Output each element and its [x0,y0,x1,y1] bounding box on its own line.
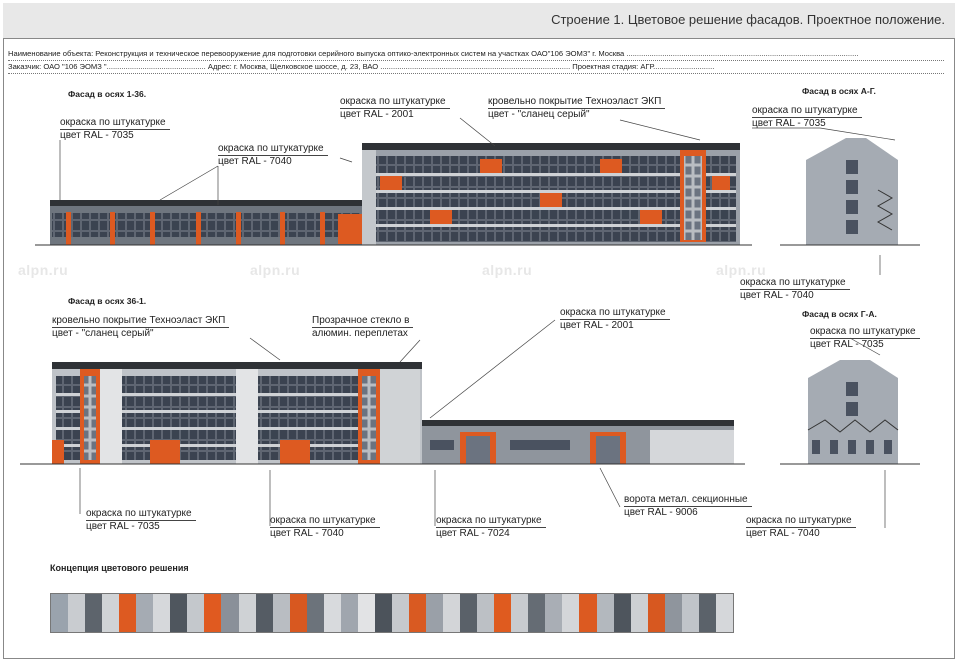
watermark: alpn.ru [18,262,69,278]
title-bar: Строение 1. Цветовое решение фасадов. Пр… [3,3,955,39]
facade-title: Фасад в осях А-Г. [802,86,876,96]
callout-label: Прозрачное стекло в алюмин. переплетах [312,315,414,340]
callout-label: окраска по штукатурке цвет RAL - 7040 [218,143,328,168]
callout-label: кровельно покрытие Технoэласт ЭКП цвет - … [52,315,230,340]
color-swatch [374,594,392,632]
facade-title: Фасад в осях 1-36. [68,89,147,99]
callout-label: кровельно покрытие Технoэласт ЭКП цвет - … [488,96,666,121]
callout-label: окраска по штукатурке цвет RAL - 7040 [270,515,380,540]
watermark: alpn.ru [482,262,533,278]
customer-info-line: Заказчик: ОАО "106 ЭОМЗ "...............… [8,60,944,74]
color-swatch [681,594,699,632]
leader-lines [59,117,896,528]
facade-1-36-drawing [35,143,752,246]
color-swatch [340,594,358,632]
facade-36-1-drawing [20,362,745,465]
color-swatch [102,594,120,632]
color-swatch [460,594,478,632]
color-swatch [715,594,733,632]
color-swatch [494,594,512,632]
callout-label: окраска по штукатурке цвет RAL - 7035 [810,326,920,351]
color-swatch [68,594,86,632]
color-swatch [443,594,461,632]
callout-label: ворота метал. секционные цвет RAL - 9006 [624,494,752,519]
color-swatch [85,594,103,632]
page-title: Строение 1. Цветовое решение фасадов. Пр… [551,12,945,27]
color-swatch [357,594,375,632]
color-swatch [323,594,341,632]
color-swatch [562,594,580,632]
facade-a-g-drawing [780,138,920,246]
color-swatch [170,594,188,632]
color-swatch [477,594,495,632]
color-swatch [187,594,205,632]
callout-label: окраска по штукатурке цвет RAL - 2001 [560,307,670,332]
callout-label: окраска по штукатурке цвет RAL - 7035 [60,117,170,142]
callout-label: окраска по штукатурке цвет RAL - 7040 [746,515,856,540]
color-swatch [272,594,290,632]
color-swatch [426,594,444,632]
color-swatch [511,594,529,632]
color-swatch [289,594,307,632]
color-swatch [153,594,171,632]
color-swatch [119,594,137,632]
color-swatch [204,594,222,632]
color-swatch [647,594,665,632]
facade-title: Фасад в осях Г-А. [802,309,877,319]
color-swatch [255,594,273,632]
color-swatch [136,594,154,632]
facade-title: Фасад в осях 36-1. [68,296,147,306]
callout-label: окраска по штукатурке цвет RAL - 2001 [340,96,450,121]
color-swatch [528,594,546,632]
watermark: alpn.ru [250,262,301,278]
color-swatch [698,594,716,632]
color-concept-strip [50,593,734,633]
color-swatch [545,594,563,632]
color-swatch [613,594,631,632]
callout-label: окраска по штукатурке цвет RAL - 7035 [752,105,862,130]
color-swatch [596,594,614,632]
color-swatch [51,594,69,632]
color-swatch [391,594,409,632]
concept-title: Концепция цветового решения [50,563,189,573]
callout-label: окраска по штукатурке цвет RAL - 7024 [436,515,546,540]
color-swatch [408,594,427,632]
color-swatch [306,594,324,632]
color-swatch [579,594,597,632]
callout-label: окраска по штукатурке цвет RAL - 7040 [740,277,850,302]
callout-label: окраска по штукатурке цвет RAL - 7035 [86,508,196,533]
color-swatch [238,594,256,632]
color-swatch [630,594,648,632]
watermark: alpn.ru [716,262,767,278]
color-swatch [221,594,239,632]
color-swatch [664,594,682,632]
object-info-line: Наименование объекта: Реконструкция и те… [8,47,944,61]
facade-g-a-drawing [780,360,920,465]
